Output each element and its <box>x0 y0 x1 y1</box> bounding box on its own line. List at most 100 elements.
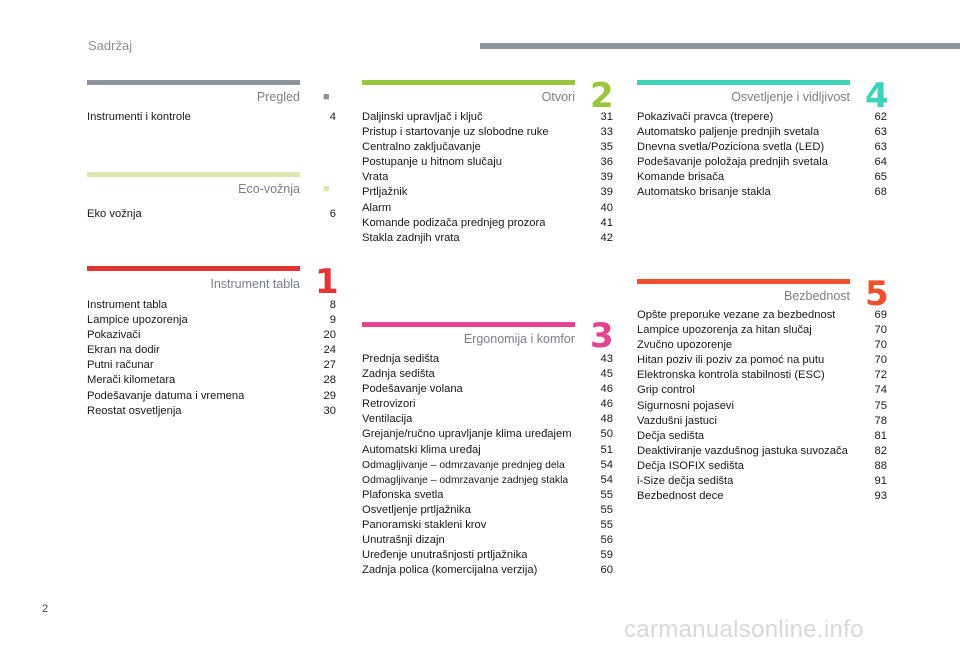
toc-entry[interactable]: Ventilacija 48 <box>362 412 613 427</box>
toc-entry[interactable]: Lampice upozorenja za hitan slučaj 70 <box>637 323 887 338</box>
section-marker-icon: ■ <box>323 183 330 195</box>
toc-entry[interactable]: Instrumenti i kontrole 4 <box>87 110 336 125</box>
toc-entry-title: Elektronska kontrola stabilnosti (ESC) <box>637 369 825 382</box>
toc-entry[interactable]: Uređenje unutrašnjosti prtljažnika 59 <box>362 548 613 563</box>
toc-entry[interactable]: Odmagljivanje – odmrzavanje zadnjeg stak… <box>362 473 613 488</box>
toc-entry-page: 55 <box>600 519 613 532</box>
toc-entry[interactable]: Prednja sedišta 43 <box>362 352 613 367</box>
toc-entry-title: Zvučno upozorenje <box>637 339 733 352</box>
toc-entry[interactable]: Daljinski upravljač i ključ 31 <box>362 110 613 125</box>
toc-entry-title: Instrumenti i kontrole <box>87 111 191 123</box>
toc-entry-page: 42 <box>600 231 613 244</box>
toc-entry[interactable]: Reostat osvetljenja 30 <box>87 404 336 419</box>
toc-entry-page: 45 <box>600 368 613 381</box>
toc-entry[interactable]: Zadnja polica (komercijalna verzija) 60 <box>362 563 613 578</box>
toc-entry-page: 51 <box>600 443 613 456</box>
toc-entry[interactable]: Pokazivači 20 <box>87 328 336 343</box>
toc-entry[interactable]: Vrata 39 <box>362 170 613 185</box>
toc-entry-title: Grip control <box>637 384 695 397</box>
toc-entry-title: Dečja ISOFIX sedišta <box>637 459 744 472</box>
toc-entry[interactable]: Komande brisača 65 <box>637 170 887 185</box>
toc-entry-page: 35 <box>600 141 613 154</box>
toc-entry-title: Pokazivači pravca (trepere) <box>637 111 774 123</box>
toc-entry[interactable]: Merači kilometara 28 <box>87 373 336 388</box>
section-bar <box>87 266 300 271</box>
toc-entry[interactable]: Centralno zaključavanje 35 <box>362 140 613 155</box>
toc-entry[interactable]: Dečja sedišta 81 <box>637 429 887 444</box>
toc-entry-page: 75 <box>874 399 887 412</box>
toc-entry[interactable]: Unutrašnji dizajn 56 <box>362 533 613 548</box>
entries: Pokazivači pravca (trepere) 62 Automatsko … <box>637 110 887 201</box>
toc-entry[interactable]: Instrument tabla 8 <box>87 298 336 313</box>
toc-entry-page: 27 <box>323 359 336 372</box>
toc-entry[interactable]: Putni računar 27 <box>87 358 336 373</box>
toc-entry[interactable]: Komande podizača prednjeg prozora 41 <box>362 216 613 231</box>
entries: Opšte preporuke vezane za bezbednost 69 La… <box>637 308 887 504</box>
toc-entry[interactable]: Eko vožnja 6 <box>87 207 336 222</box>
toc-entry-page: 88 <box>874 459 887 472</box>
toc-entry-page: 69 <box>874 309 887 321</box>
toc-entry[interactable]: Automatsko paljenje prednjih svetala 63 <box>637 125 887 140</box>
toc-entry[interactable]: Sigurnosni pojasevi 75 <box>637 399 887 414</box>
toc-entry[interactable]: Deaktiviranje vazdušnog jastuka suvozača… <box>637 444 887 459</box>
toc-entry[interactable]: Dnevna svetla/Poziciona svetla (LED) 63 <box>637 140 887 155</box>
toc-entry-page: 59 <box>600 549 613 562</box>
toc-entry-page: 46 <box>600 398 613 411</box>
toc-entry[interactable]: Postupanje u hitnom slučaju 36 <box>362 155 613 170</box>
toc-entry[interactable]: Grejanje/ručno upravljanje klima uređaje… <box>362 427 613 442</box>
toc-entry[interactable]: Bezbednost dece 93 <box>637 489 887 504</box>
toc-entry-page: 20 <box>323 329 336 342</box>
toc-entry[interactable]: i-Size dečja sedišta 91 <box>637 474 887 489</box>
toc-entry[interactable]: Automatsko brisanje stakla 68 <box>637 185 887 200</box>
toc-entry[interactable]: Podešavanje datuma i vremena 29 <box>87 389 336 404</box>
toc-entry[interactable]: Vazdušni jastuci 78 <box>637 414 887 429</box>
toc-entry-title: Automatski klima uređaj <box>362 443 481 456</box>
toc-entry[interactable]: Alarm 40 <box>362 201 613 216</box>
section-number: 1 <box>315 262 339 302</box>
toc-entry[interactable]: Zadnja sedišta 45 <box>362 367 613 382</box>
toc-entry[interactable]: Lampice upozorenja 9 <box>87 313 336 328</box>
toc-entry-page: 70 <box>874 324 887 337</box>
section-title: Bezbednost <box>783 289 850 303</box>
toc-entry-page: 74 <box>874 384 887 397</box>
toc-entry[interactable]: Pokazivači pravca (trepere) 62 <box>637 110 887 125</box>
toc-entry-title: Panoramski stakleni krov <box>362 519 487 532</box>
toc-entry[interactable]: Podešavanje položaja prednjih svetala 64 <box>637 155 887 170</box>
toc-entry[interactable]: Stakla zadnjih vrata 42 <box>362 231 613 246</box>
toc-entry[interactable]: Pristup i startovanje uz slobodne ruke 33 <box>362 125 613 140</box>
toc-entry-title: Uređenje unutrašnjosti prtljažnika <box>362 549 528 562</box>
toc-entry[interactable]: Prtljažnik 39 <box>362 185 613 200</box>
toc-entry[interactable]: Grip control 74 <box>637 383 887 398</box>
toc-entry[interactable]: Odmagljivanje – odmrzavanje prednjeg del… <box>362 458 613 473</box>
toc-entry-page: 60 <box>600 564 613 577</box>
toc-entry[interactable]: Automatski klima uređaj 51 <box>362 443 613 458</box>
toc-entry[interactable]: Plafonska svetla 55 <box>362 488 613 503</box>
toc-entry-page: 8 <box>329 299 336 311</box>
toc-entry[interactable]: Podešavanje volana 46 <box>362 382 613 397</box>
toc-entry-title: Opšte preporuke vezane za bezbednost <box>637 309 836 321</box>
page-number: 2 <box>42 603 49 615</box>
toc-entry-title: Zadnja polica (komercijalna verzija) <box>362 564 538 577</box>
toc-entry-page: 63 <box>874 141 887 154</box>
toc-entry-page: 81 <box>874 429 887 442</box>
section-title: Osvetljenje i vidljivost <box>731 90 850 104</box>
toc-entry[interactable]: Panoramski stakleni krov 55 <box>362 518 613 533</box>
toc-entry[interactable]: Zvučno upozorenje 70 <box>637 338 887 353</box>
toc-entry-title: Lampice upozorenja <box>87 314 188 327</box>
toc-entry[interactable]: Elektronska kontrola stabilnosti (ESC) 72 <box>637 368 887 383</box>
toc-entry-title: Hitan poziv ili poziv za pomoć na putu <box>637 354 825 367</box>
toc-entry[interactable]: Osvetljenje prtljažnika 55 <box>362 503 613 518</box>
toc-entry[interactable]: Dečja ISOFIX sedišta 88 <box>637 459 887 474</box>
toc-entry[interactable]: Ekran na dodir 24 <box>87 343 336 358</box>
toc-entry[interactable]: Opšte preporuke vezane za bezbednost 69 <box>637 308 887 323</box>
toc-entry[interactable]: Retrovizori 46 <box>362 397 613 412</box>
watermark: carmanualsonline.info <box>624 616 864 643</box>
toc-entry-page: 50 <box>600 428 613 441</box>
header-bar <box>480 43 960 49</box>
toc-entry-title: Odmagljivanje – odmrzavanje zadnjeg stak… <box>362 474 569 486</box>
toc-entry-title: Automatsko brisanje stakla <box>637 186 771 199</box>
toc-entry-title: Automatsko paljenje prednjih svetala <box>637 126 820 139</box>
section-title: Instrument tabla <box>210 277 300 291</box>
section-title: Eco-vožnja <box>238 182 300 196</box>
toc-entry[interactable]: Hitan poziv ili poziv za pomoć na putu 70 <box>637 353 887 368</box>
